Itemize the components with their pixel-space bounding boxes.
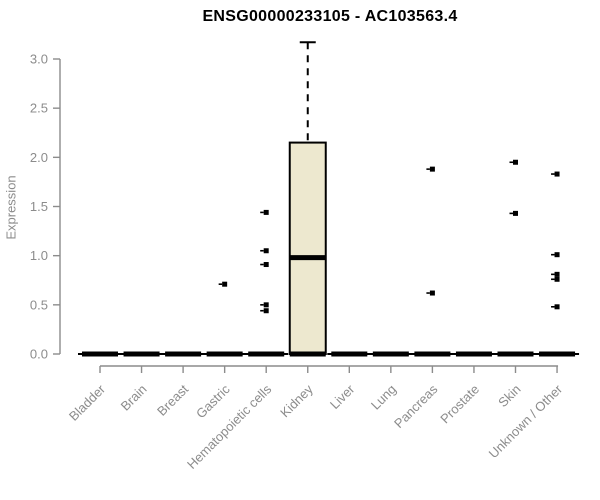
x-tick-label: Liver	[327, 381, 358, 412]
y-tick-label: 1.0	[30, 248, 48, 263]
outlier-point	[513, 210, 518, 216]
outlier-point	[554, 171, 560, 177]
outlier-point	[554, 271, 560, 277]
x-tick-label: Bladder	[66, 381, 109, 424]
outlier-point	[554, 252, 560, 258]
y-tick-label: 0.5	[30, 297, 48, 312]
outlier-point	[554, 304, 560, 310]
x-tick-label: Breast	[154, 381, 191, 418]
x-tick-label: Brain	[118, 382, 150, 414]
outlier-point	[222, 281, 228, 287]
x-tick-label: Gastric	[193, 381, 233, 421]
outlier-point	[263, 308, 269, 314]
box-rect	[288, 141, 327, 355]
chart-title: ENSG00000233105 - AC103563.4	[202, 8, 458, 25]
y-tick-label: 1.5	[30, 199, 48, 214]
outlier-point	[263, 262, 269, 268]
y-tick-label: 0.0	[30, 347, 48, 362]
outlier-point	[429, 290, 435, 296]
y-tick-label: 2.5	[30, 101, 48, 116]
y-tick-label: 3.0	[30, 52, 48, 67]
outlier-point	[263, 302, 269, 308]
outlier-point	[263, 248, 269, 254]
outlier-point	[513, 159, 518, 165]
x-tick-label: Kidney	[277, 381, 316, 420]
x-tick-label: Lung	[368, 382, 399, 413]
x-tick-label: Pancreas	[391, 381, 441, 431]
x-tick-label: Skin	[495, 382, 523, 410]
x-tick-label: Prostate	[437, 382, 482, 427]
outlier-point	[263, 209, 269, 215]
x-tick-label: Unknown / Other	[486, 381, 566, 461]
y-tick-label: 2.0	[30, 150, 48, 165]
outlier-point	[554, 276, 560, 282]
outlier-point	[429, 166, 435, 172]
